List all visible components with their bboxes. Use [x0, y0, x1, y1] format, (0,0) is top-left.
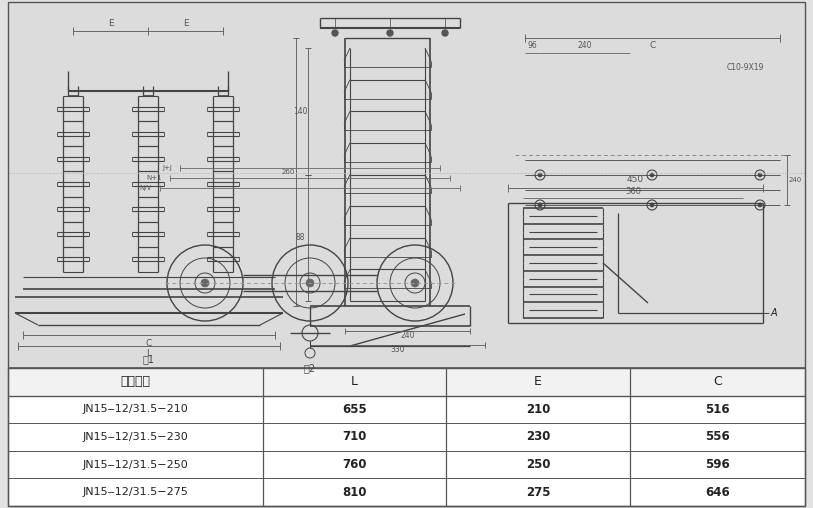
Text: 图1: 图1: [143, 354, 155, 364]
Text: 240: 240: [578, 42, 592, 50]
Circle shape: [650, 203, 654, 207]
Text: 275: 275: [526, 486, 550, 499]
Text: 596: 596: [705, 458, 730, 471]
Circle shape: [411, 279, 419, 287]
Circle shape: [538, 203, 542, 207]
Text: 图2: 图2: [304, 363, 316, 373]
Circle shape: [332, 30, 338, 36]
Circle shape: [758, 173, 762, 177]
Text: JN15‒12/31.5−230: JN15‒12/31.5−230: [83, 432, 189, 442]
Text: JN15‒12/31.5−275: JN15‒12/31.5−275: [83, 487, 189, 497]
Text: 450: 450: [627, 175, 644, 184]
Text: 240: 240: [400, 332, 415, 340]
Circle shape: [442, 30, 448, 36]
Text: 230: 230: [526, 430, 550, 443]
Bar: [8, 368, 805, 506]
Circle shape: [538, 173, 542, 177]
Text: 810: 810: [342, 486, 367, 499]
Text: L: L: [351, 375, 359, 388]
Circle shape: [650, 173, 654, 177]
Text: 710: 710: [342, 430, 367, 443]
Text: C: C: [146, 338, 152, 347]
Text: 240: 240: [789, 177, 802, 183]
Text: JN15‒12/31.5−250: JN15‒12/31.5−250: [83, 460, 189, 469]
Text: 88: 88: [295, 233, 305, 242]
Text: 556: 556: [705, 430, 730, 443]
Bar: [8, 2, 805, 368]
Text: 760: 760: [342, 458, 367, 471]
Text: J+J: J+J: [162, 165, 172, 171]
Text: 250: 250: [526, 458, 550, 471]
Text: 646: 646: [705, 486, 730, 499]
Circle shape: [758, 203, 762, 207]
Text: N+1: N+1: [146, 175, 162, 181]
Text: 655: 655: [342, 403, 367, 416]
Text: E: E: [183, 18, 189, 27]
Text: 96: 96: [527, 42, 537, 50]
Circle shape: [201, 279, 209, 287]
Text: 516: 516: [705, 403, 729, 416]
Text: 型号规格: 型号规格: [120, 375, 150, 388]
Text: E: E: [107, 18, 113, 27]
Circle shape: [387, 30, 393, 36]
Text: 330: 330: [390, 345, 405, 355]
Text: C10-9X19: C10-9X19: [726, 64, 763, 73]
Text: 210: 210: [526, 403, 550, 416]
Text: E: E: [534, 375, 542, 388]
Bar: [8, 368, 805, 396]
Text: C: C: [650, 42, 655, 50]
Text: 140: 140: [293, 107, 307, 116]
Text: L: L: [146, 350, 151, 359]
Text: 360: 360: [625, 187, 641, 197]
Text: JN15‒12/31.5−210: JN15‒12/31.5−210: [83, 404, 189, 415]
Circle shape: [306, 279, 314, 287]
Text: A: A: [771, 308, 777, 318]
Text: N/V: N/V: [140, 185, 152, 191]
Text: C: C: [713, 375, 722, 388]
Text: 260: 260: [281, 169, 294, 175]
